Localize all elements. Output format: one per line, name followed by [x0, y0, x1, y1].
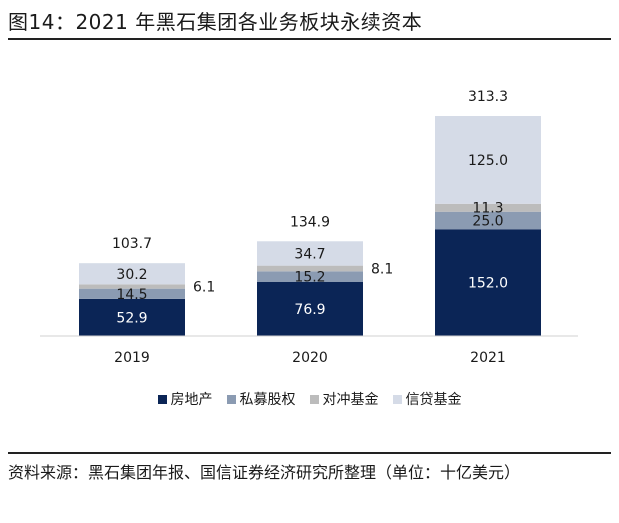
data-label: 125.0	[468, 153, 508, 169]
legend-swatch	[392, 394, 402, 404]
bar-segment-房地产	[257, 282, 363, 336]
bar-segment-私募股权	[79, 288, 185, 299]
legend-item: 私募股权	[226, 389, 296, 409]
legend-label: 对冲基金	[322, 392, 379, 408]
legend-label: 信贷基金	[405, 392, 462, 408]
total-label: 103.7	[112, 236, 152, 252]
total-label: 313.3	[468, 89, 508, 105]
source-note: 资料来源：黑石集团年报、国信证券经济研究所整理（单位：十亿美元）	[8, 463, 521, 482]
x-tick-label: 2019	[114, 350, 150, 366]
stacked-bar-chart: 52.9 14.5 6.1 30.2 103.7 2019 76.9 15.2 8.1 34.7 1…	[40, 89, 578, 366]
x-tick-label: 2021	[470, 350, 506, 366]
legend-swatch	[226, 394, 236, 404]
bar-segment-信贷基金	[79, 263, 185, 285]
legend-item: 房地产	[157, 389, 213, 409]
data-label: 152.0	[468, 276, 508, 292]
bar-segment-对冲基金	[79, 284, 185, 289]
data-label: 8.1	[371, 261, 393, 277]
data-label: 30.2	[116, 267, 147, 283]
data-label: 14.5	[116, 287, 147, 303]
figure-title: 图14：2021 年黑石集团各业务板块永续资本	[8, 10, 423, 34]
data-label: 52.9	[116, 310, 147, 326]
legend-item: 信贷基金	[392, 389, 462, 409]
legend-label: 私募股权	[239, 392, 296, 408]
bar-segment-信贷基金	[257, 241, 363, 266]
chart-legend: 房地产 私募股权 对冲基金 信贷基金	[0, 389, 619, 409]
bar-segment-信贷基金	[435, 116, 541, 204]
bar-segment-对冲基金	[435, 203, 541, 212]
bar-segment-私募股权	[435, 211, 541, 230]
data-label: 34.7	[294, 246, 325, 262]
top-rule	[8, 38, 611, 40]
total-label: 134.9	[290, 214, 330, 230]
legend-item: 对冲基金	[309, 389, 379, 409]
bar-segment-私募股权	[257, 271, 363, 283]
data-label: 25.0	[472, 213, 503, 229]
x-tick-label: 2020	[292, 350, 328, 366]
legend-swatch	[309, 394, 319, 404]
legend-swatch	[157, 394, 167, 404]
data-label: 76.9	[294, 302, 325, 318]
data-label: 11.3	[472, 201, 503, 217]
bar-segment-对冲基金	[257, 265, 363, 272]
legend-label: 房地产	[170, 392, 213, 408]
data-label: 6.1	[193, 280, 215, 296]
bottom-rule	[8, 452, 611, 454]
bar-segment-房地产	[435, 229, 541, 336]
bar-segment-房地产	[79, 298, 185, 336]
data-label: 15.2	[294, 270, 325, 286]
